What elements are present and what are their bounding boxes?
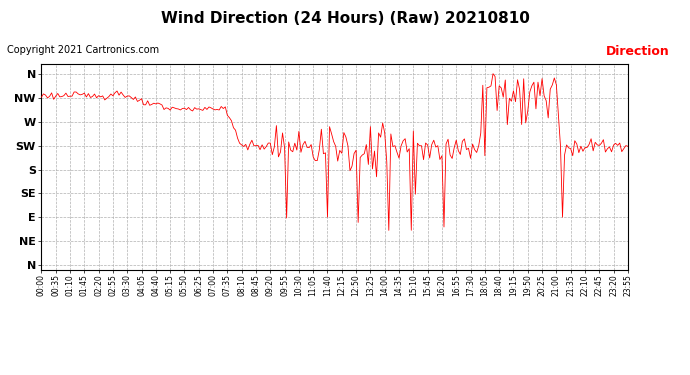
Text: Direction: Direction [606,45,669,58]
Text: Copyright 2021 Cartronics.com: Copyright 2021 Cartronics.com [7,45,159,55]
Text: Wind Direction (24 Hours) (Raw) 20210810: Wind Direction (24 Hours) (Raw) 20210810 [161,11,529,26]
